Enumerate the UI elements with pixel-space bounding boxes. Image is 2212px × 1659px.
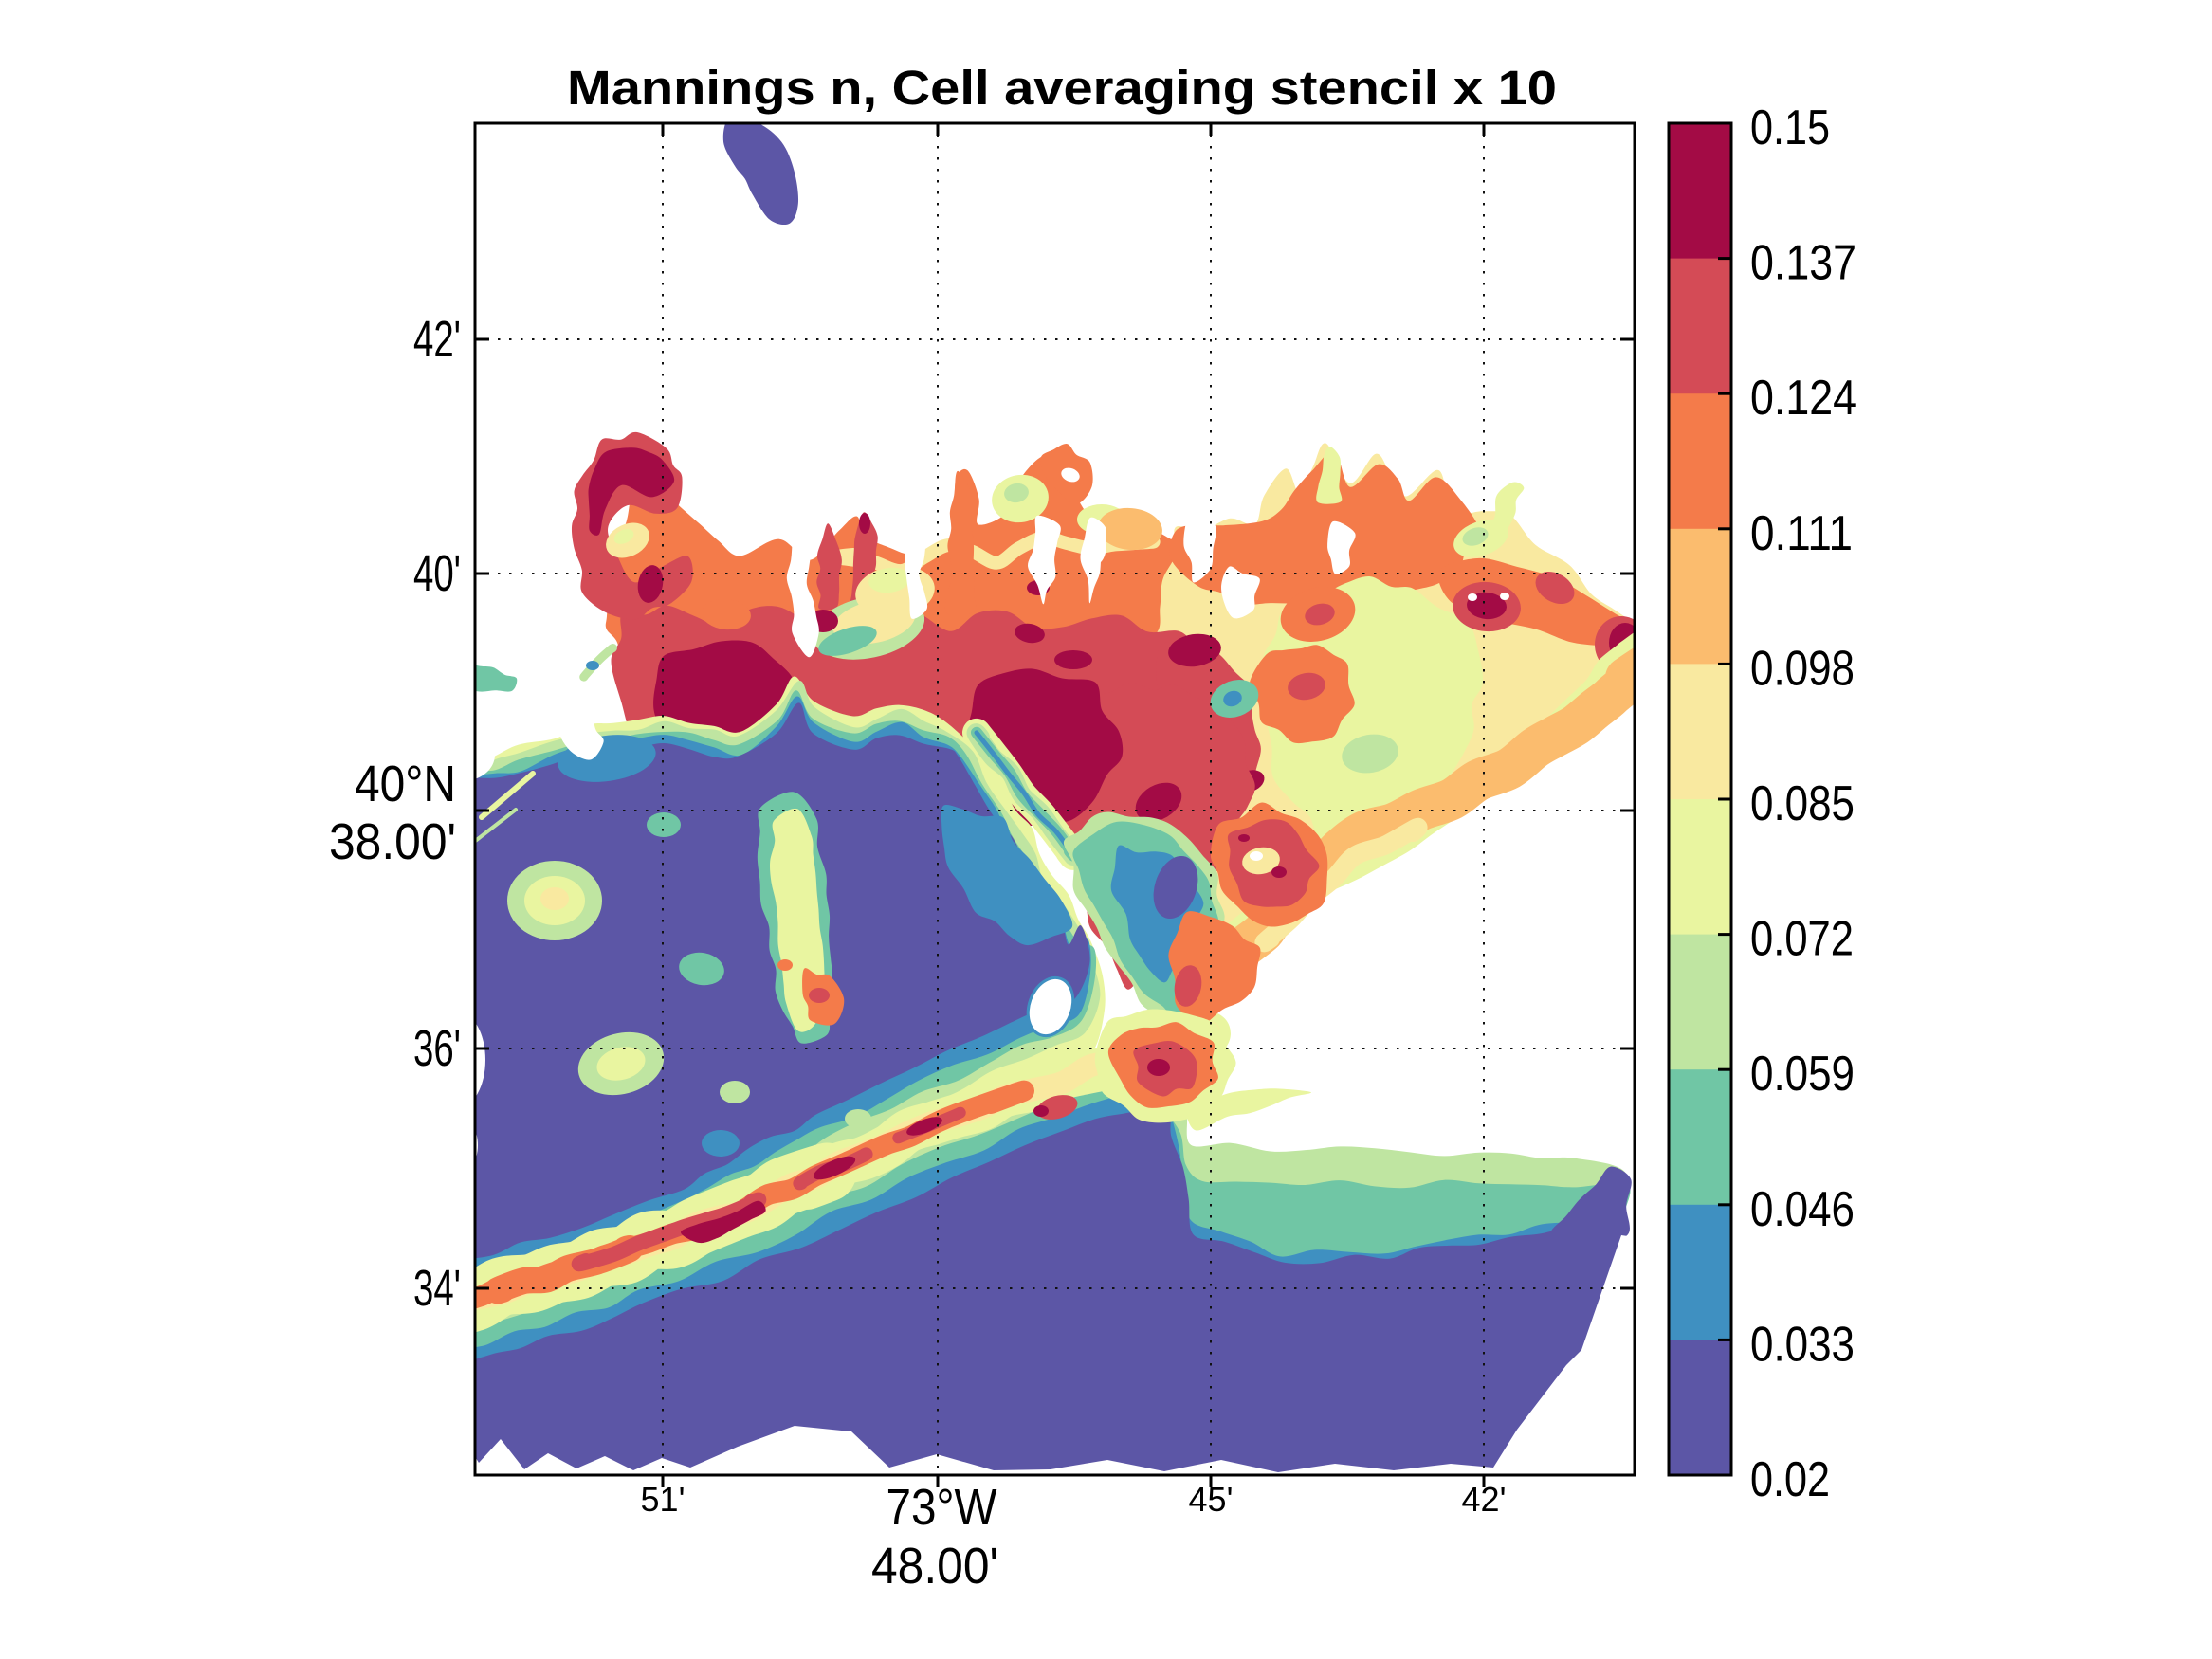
svg-text:36': 36' [413, 1020, 461, 1077]
svg-text:0.059: 0.059 [1750, 1047, 1855, 1102]
svg-text:0.072: 0.072 [1750, 912, 1854, 967]
svg-text:40°N: 40°N [355, 756, 456, 812]
svg-text:Mannings n, Cell averaging ste: Mannings n, Cell averaging stencil x 10 [567, 61, 1557, 115]
svg-text:0.111: 0.111 [1750, 506, 1853, 561]
svg-text:48.00': 48.00' [871, 1538, 998, 1595]
svg-text:0.085: 0.085 [1750, 776, 1855, 831]
svg-text:73°W: 73°W [887, 1479, 997, 1536]
svg-text:40': 40' [413, 545, 461, 602]
svg-text:0.02: 0.02 [1750, 1452, 1830, 1507]
svg-text:0.15: 0.15 [1750, 100, 1830, 155]
svg-text:0.137: 0.137 [1750, 236, 1856, 291]
svg-text:0.046: 0.046 [1750, 1182, 1855, 1237]
svg-text:0.098: 0.098 [1750, 641, 1855, 696]
svg-text:0.124: 0.124 [1750, 371, 1856, 426]
svg-text:42': 42' [1462, 1480, 1507, 1519]
svg-text:45': 45' [1189, 1480, 1234, 1519]
svg-text:42': 42' [413, 311, 461, 368]
svg-text:38.00': 38.00' [329, 813, 456, 870]
svg-text:34': 34' [413, 1260, 461, 1317]
svg-text:0.033: 0.033 [1750, 1317, 1855, 1372]
svg-text:51': 51' [641, 1480, 686, 1519]
